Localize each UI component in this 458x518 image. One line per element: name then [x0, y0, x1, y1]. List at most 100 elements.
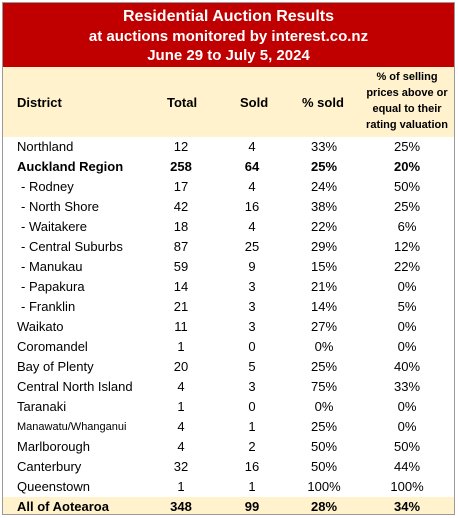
pct-sold-cell: 21%	[310, 279, 338, 294]
pct-sold-cell: 33%	[310, 139, 338, 154]
total-cell: 11	[174, 319, 188, 334]
total-cell: 348	[170, 499, 192, 514]
sold-cell: 3	[248, 379, 256, 394]
above-valuation-cell: 44%	[393, 459, 421, 474]
header-above-valuation: % of selling prices above or equal to th…	[359, 69, 454, 133]
header-above-line-4: rating valuation	[366, 119, 448, 131]
table-row: Waikato 11 3 27% 0%	[3, 317, 454, 337]
table-row: - Rodney 17 4 24% 50%	[3, 177, 454, 197]
above-valuation-cell: 0%	[397, 399, 417, 414]
table-row: Taranaki 1 0 0% 0%	[3, 397, 454, 417]
auction-results-table: Residential Auction Results at auctions …	[2, 2, 455, 515]
pct-sold-cell: 50%	[310, 459, 338, 474]
above-valuation-cell: 100%	[390, 479, 424, 494]
total-cell: 32	[173, 459, 189, 474]
district-cell: - Rodney	[21, 179, 74, 194]
pct-sold-cell: 75%	[310, 379, 338, 394]
pct-sold-cell: 14%	[310, 299, 338, 314]
district-cell: - Central Suburbs	[21, 239, 123, 254]
sold-cell: 3	[248, 279, 256, 294]
above-valuation-cell: 25%	[393, 199, 421, 214]
district-cell: - Manukau	[21, 259, 83, 274]
pct-sold-cell: 25%	[310, 159, 338, 174]
pct-sold-cell: 24%	[310, 179, 338, 194]
table-row: Bay of Plenty 20 5 25% 40%	[3, 357, 454, 377]
sold-cell: 0	[248, 339, 256, 354]
pct-sold-cell: 27%	[310, 319, 338, 334]
sold-cell: 25	[244, 239, 260, 254]
above-valuation-cell: 0%	[397, 319, 417, 334]
header-above-line-1: % of selling	[376, 71, 438, 83]
table-body: Northland 12 4 33% 25% Auckland Region 258 64 2…	[3, 137, 454, 514]
total-cell: 4	[177, 419, 185, 434]
above-valuation-cell: 25%	[393, 139, 421, 154]
table-row: Canterbury 32 16 50% 44%	[3, 457, 454, 477]
pct-sold-cell: 38%	[310, 199, 338, 214]
above-valuation-cell: 40%	[393, 359, 421, 374]
table-title: Residential Auction Results	[123, 8, 334, 25]
sold-cell: 0	[248, 399, 256, 414]
district-cell: All of Aotearoa	[17, 499, 109, 514]
district-cell: - Papakura	[21, 279, 85, 294]
sold-cell: 4	[248, 139, 256, 154]
total-cell: 18	[173, 219, 189, 234]
district-cell: Auckland Region	[17, 159, 124, 174]
district-cell: - Waitakere	[21, 219, 87, 234]
sold-cell: 3	[248, 319, 256, 334]
above-valuation-cell: 5%	[397, 299, 417, 314]
sold-cell: 4	[248, 219, 256, 234]
sold-cell: 16	[244, 459, 260, 474]
table-row: Manawatu/Whanganui 4 1 25% 0%	[3, 417, 454, 437]
date-range: June 29 to July 5, 2024	[147, 47, 310, 64]
total-cell: 87	[173, 239, 189, 254]
district-cell: Bay of Plenty	[17, 359, 94, 374]
sold-cell: 99	[244, 499, 260, 514]
above-valuation-cell: 20%	[393, 159, 421, 174]
pct-sold-cell: 0%	[314, 399, 334, 414]
table-row: - Franklin 21 3 14% 5%	[3, 297, 454, 317]
above-valuation-cell: 22%	[393, 259, 421, 274]
pct-sold-cell: 29%	[310, 239, 338, 254]
column-header-row: District Total Sold % sold % of selling …	[3, 67, 454, 137]
sold-cell: 2	[248, 439, 256, 454]
pct-sold-cell: 28%	[310, 499, 338, 514]
district-cell: Northland	[17, 139, 74, 154]
total-cell: 42	[173, 199, 189, 214]
sold-cell: 9	[248, 259, 256, 274]
sold-cell: 64	[244, 159, 260, 174]
table-row: - Manukau 59 9 15% 22%	[3, 257, 454, 277]
table-row: Queenstown 1 1 100% 100%	[3, 477, 454, 497]
above-valuation-cell: 0%	[397, 279, 417, 294]
header-total: Total	[167, 95, 198, 110]
district-cell: Queenstown	[17, 479, 90, 494]
district-cell: - North Shore	[21, 199, 100, 214]
sold-cell: 1	[248, 419, 256, 434]
total-cell: 1	[177, 339, 185, 354]
pct-sold-cell: 0%	[314, 339, 334, 354]
sold-cell: 5	[248, 359, 256, 374]
table-row: Coromandel 1 0 0% 0%	[3, 337, 454, 357]
table-row-grand-total: All of Aotearoa 348 99 28% 34%	[3, 497, 454, 514]
header-sold: Sold	[240, 95, 269, 110]
above-valuation-cell: 50%	[393, 439, 421, 454]
pct-sold-cell: 15%	[310, 259, 338, 274]
total-cell: 14	[173, 279, 189, 294]
sold-cell: 4	[248, 179, 256, 194]
district-cell: Taranaki	[17, 399, 67, 414]
sold-cell: 1	[248, 479, 256, 494]
table-row-auckland-region: Auckland Region 258 64 25% 20%	[3, 157, 454, 177]
pct-sold-cell: 25%	[310, 359, 338, 374]
header-district: District	[17, 95, 62, 110]
above-valuation-cell: 50%	[393, 179, 421, 194]
total-cell: 4	[177, 439, 185, 454]
sold-cell: 3	[248, 299, 256, 314]
table-subtitle: at auctions monitored by interest.co.nz	[88, 28, 369, 45]
pct-sold-cell: 25%	[310, 419, 338, 434]
total-cell: 17	[173, 179, 189, 194]
above-valuation-cell: 34%	[393, 499, 421, 514]
total-cell: 20	[173, 359, 189, 374]
table-row: - North Shore 42 16 38% 25%	[3, 197, 454, 217]
pct-sold-cell: 22%	[310, 219, 338, 234]
district-cell: Manawatu/Whanganui	[17, 421, 127, 433]
total-cell: 59	[173, 259, 189, 274]
